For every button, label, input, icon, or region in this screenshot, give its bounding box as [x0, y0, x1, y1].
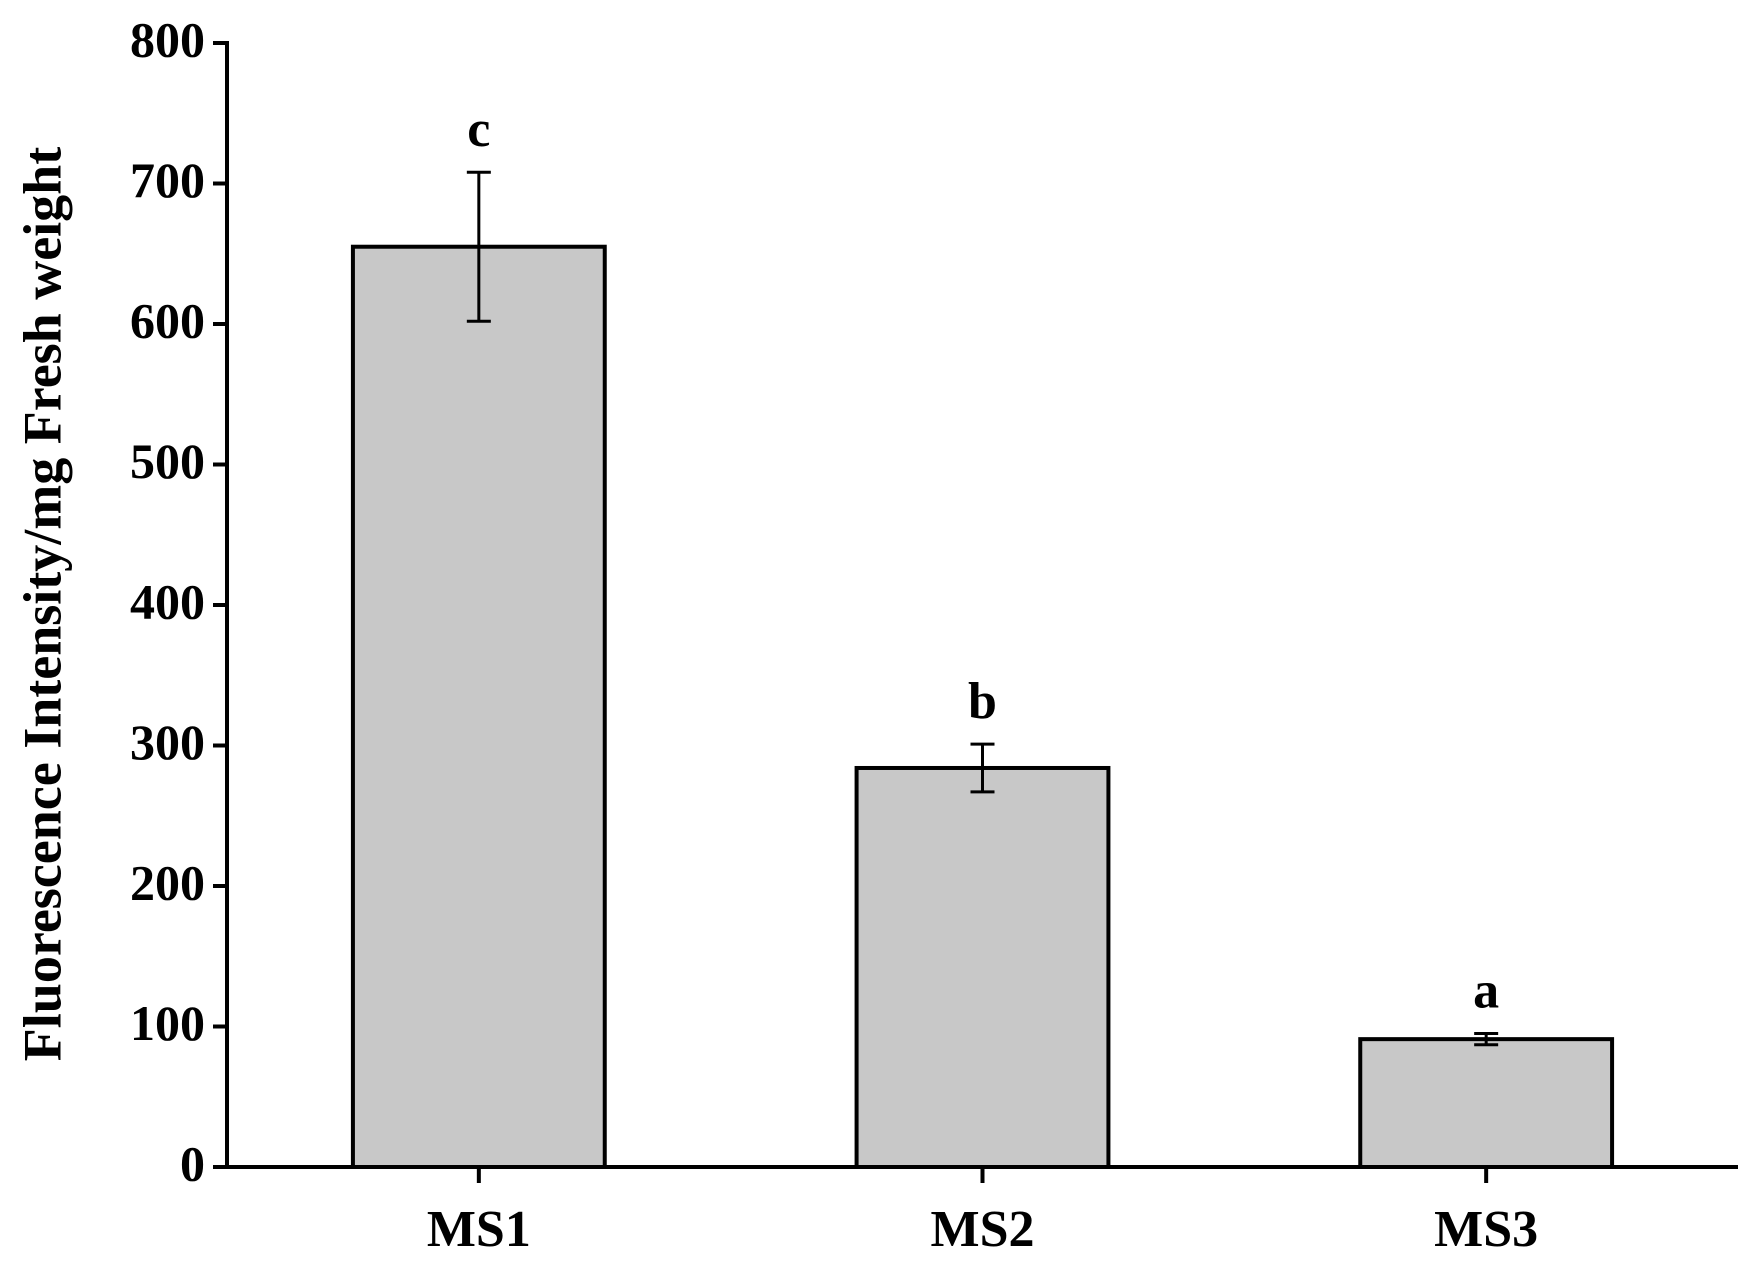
y-tick-label: 200 [130, 854, 205, 910]
y-tick-label: 600 [130, 292, 205, 348]
x-tick-label: MS3 [1434, 1201, 1538, 1258]
y-tick-label: 800 [130, 11, 205, 67]
x-tick-label: MS2 [931, 1201, 1035, 1258]
y-axis-label: Fluorescence Intensity/mg Fresh weight [12, 147, 72, 1061]
y-tick-label: 300 [130, 714, 205, 770]
error-bar [1474, 1032, 1499, 1047]
x-tick-label: MS1 [427, 1201, 531, 1258]
significance-label: a [1473, 962, 1499, 1019]
significance-label: b [968, 673, 997, 730]
error-bar [970, 742, 995, 794]
bar [350, 244, 607, 1170]
error-bar [466, 170, 491, 323]
bar [854, 765, 1111, 1169]
y-tick-label: 700 [130, 152, 205, 208]
y-tick-label: 500 [130, 433, 205, 489]
significance-label: c [467, 101, 490, 158]
y-tick-label: 400 [130, 573, 205, 629]
bar [1358, 1037, 1615, 1170]
y-tick-label: 0 [180, 1135, 205, 1191]
y-tick-label: 100 [130, 995, 205, 1051]
